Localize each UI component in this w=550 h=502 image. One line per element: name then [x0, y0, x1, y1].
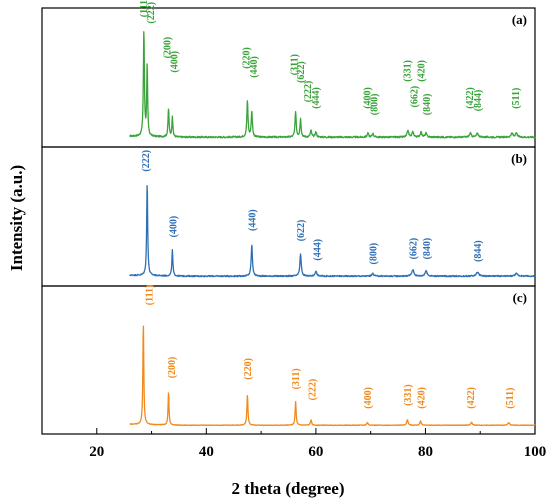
peak-label: (444) — [313, 239, 324, 261]
peak-label: (400) — [362, 87, 373, 109]
peak-label: (420) — [417, 60, 428, 82]
panel-frame — [41, 285, 536, 435]
peak-label: (331) — [403, 384, 414, 406]
peak-label: (440) — [247, 209, 258, 231]
x-tick-label: 80 — [418, 444, 433, 460]
peak-label: (222) — [303, 81, 314, 103]
peak-label: (200) — [167, 357, 178, 379]
peak-label: (622) — [296, 220, 307, 242]
peak-label: (420) — [417, 387, 428, 409]
chart-panels: (111)(222)(200)(400) (220)(440) (311)(622)… — [41, 0, 536, 435]
peak-label: (220) — [241, 47, 252, 69]
peak-label: (662) — [410, 86, 421, 108]
peak-label: (222) — [146, 2, 157, 24]
series-line-c — [129, 325, 536, 427]
series-line-b — [129, 185, 536, 278]
peak-label: (662) — [408, 238, 419, 260]
peak-label: (111) — [144, 285, 155, 306]
peak-label: (311) — [291, 368, 302, 389]
panel-frame — [41, 7, 536, 148]
peak-label: (844) — [473, 240, 484, 262]
panel-label-a: (a) — [512, 12, 527, 27]
x-tick-label: 20 — [89, 444, 104, 460]
peak-label: (311) — [290, 54, 301, 75]
x-tick-label: 100 — [524, 444, 547, 460]
x-tick-label: 40 — [199, 444, 214, 460]
peak-label: (444) — [311, 87, 322, 109]
y-axis-label: Intensity (a.u.) — [7, 165, 26, 271]
panel-b: (222) (400) (440) (622) (444) (800) (662) (840)… — [41, 146, 536, 287]
x-tick-label: 60 — [308, 444, 323, 460]
peak-label: (422) — [465, 87, 476, 109]
panel-label-b: (b) — [511, 151, 527, 166]
peak-label: (840) — [422, 238, 433, 260]
peak-label: (844) — [473, 90, 484, 112]
peak-label: (622) — [296, 61, 307, 83]
x-axis: 20 40 60 80 100 — [41, 428, 547, 460]
peak-label: (222) — [141, 150, 152, 172]
peak-label: (800) — [370, 94, 381, 116]
panel-c: (111) (200) (220) (311) (222) (400) (331) (420)… — [41, 285, 536, 435]
peak-label: (111) — [139, 0, 150, 17]
peak-label: (200) — [162, 37, 173, 59]
peak-label: (800) — [368, 243, 379, 265]
peak-label: (511) — [505, 388, 516, 409]
panel-label-c: (c) — [513, 290, 527, 305]
x-axis-label: 2 theta (degree) — [232, 479, 345, 498]
peak-label: (331) — [402, 60, 413, 82]
peak-label: (400) — [169, 216, 180, 238]
panel-frame — [41, 146, 536, 287]
peak-label: (400) — [363, 387, 374, 409]
peak-label: (422) — [466, 387, 477, 409]
peak-label: (511) — [511, 88, 522, 109]
peak-label: (220) — [243, 358, 254, 380]
peak-label: (400) — [170, 51, 181, 73]
panel-a: (111)(222)(200)(400) (220)(440) (311)(622)… — [41, 0, 536, 148]
peak-label: (440) — [249, 56, 260, 78]
series-line-a — [129, 31, 536, 139]
peak-label: (840) — [422, 94, 433, 116]
peak-label: (222) — [308, 379, 319, 401]
